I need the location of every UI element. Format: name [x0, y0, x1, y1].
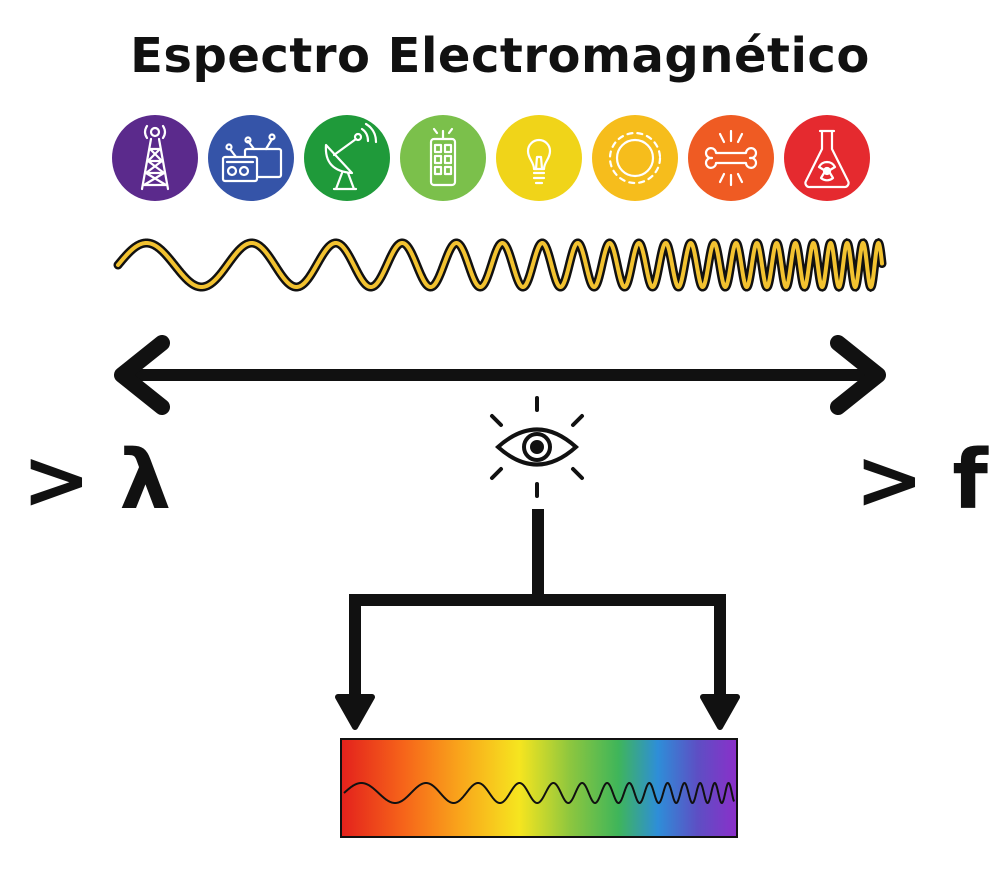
radio-tv-icon: [208, 115, 294, 201]
satellite-dish-icon: [304, 115, 390, 201]
radioactive-flask-icon: [784, 115, 870, 201]
wavelength-label: > λ: [22, 440, 171, 522]
frequency-wave: [110, 232, 890, 298]
bone-xray-icon: [688, 115, 774, 201]
eye-icon: [470, 390, 605, 505]
sun-icon: [592, 115, 678, 201]
radio-tower-icon: [112, 115, 198, 201]
visible-light-connector: [330, 505, 750, 735]
page-title: Espectro Electromagnético: [0, 28, 1000, 84]
visible-spectrum-band: [340, 738, 738, 838]
light-bulb-icon: [496, 115, 582, 201]
spectrum-icons: [112, 115, 872, 201]
frequency-label: > f: [855, 440, 988, 522]
phone-icon: [400, 115, 486, 201]
